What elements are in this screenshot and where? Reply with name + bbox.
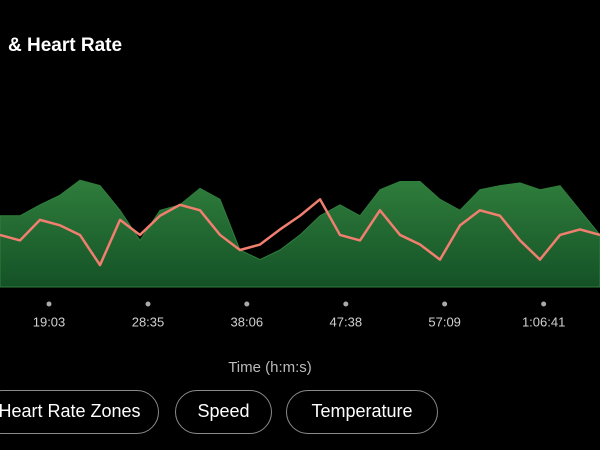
x-tick-label: 38:06 <box>231 314 264 329</box>
x-tick-label: 57:09 <box>428 314 461 329</box>
button[interactable]: Speed <box>175 390 272 434</box>
x-tick-label: 19:03 <box>33 314 66 329</box>
x-tick-dot <box>244 301 250 307</box>
x-axis-label: Time (h:m:s) <box>228 359 312 376</box>
x-tick-dot <box>343 301 349 307</box>
x-tick-dot <box>145 301 151 307</box>
button[interactable]: Heart Rate Zones <box>0 390 159 434</box>
elevation-area <box>0 179 600 288</box>
x-tick-label: 47:38 <box>330 314 363 329</box>
x-tick-label: 28:35 <box>132 314 165 329</box>
x-tick-dot <box>46 301 52 307</box>
chart-title: & Heart Rate <box>8 35 122 56</box>
x-tick-label: 1:06:41 <box>522 314 565 329</box>
heart-rate-line <box>0 198 600 267</box>
x-tick-dot <box>442 301 448 307</box>
x-tick-dot <box>541 301 547 307</box>
button[interactable]: Temperature <box>286 390 438 434</box>
